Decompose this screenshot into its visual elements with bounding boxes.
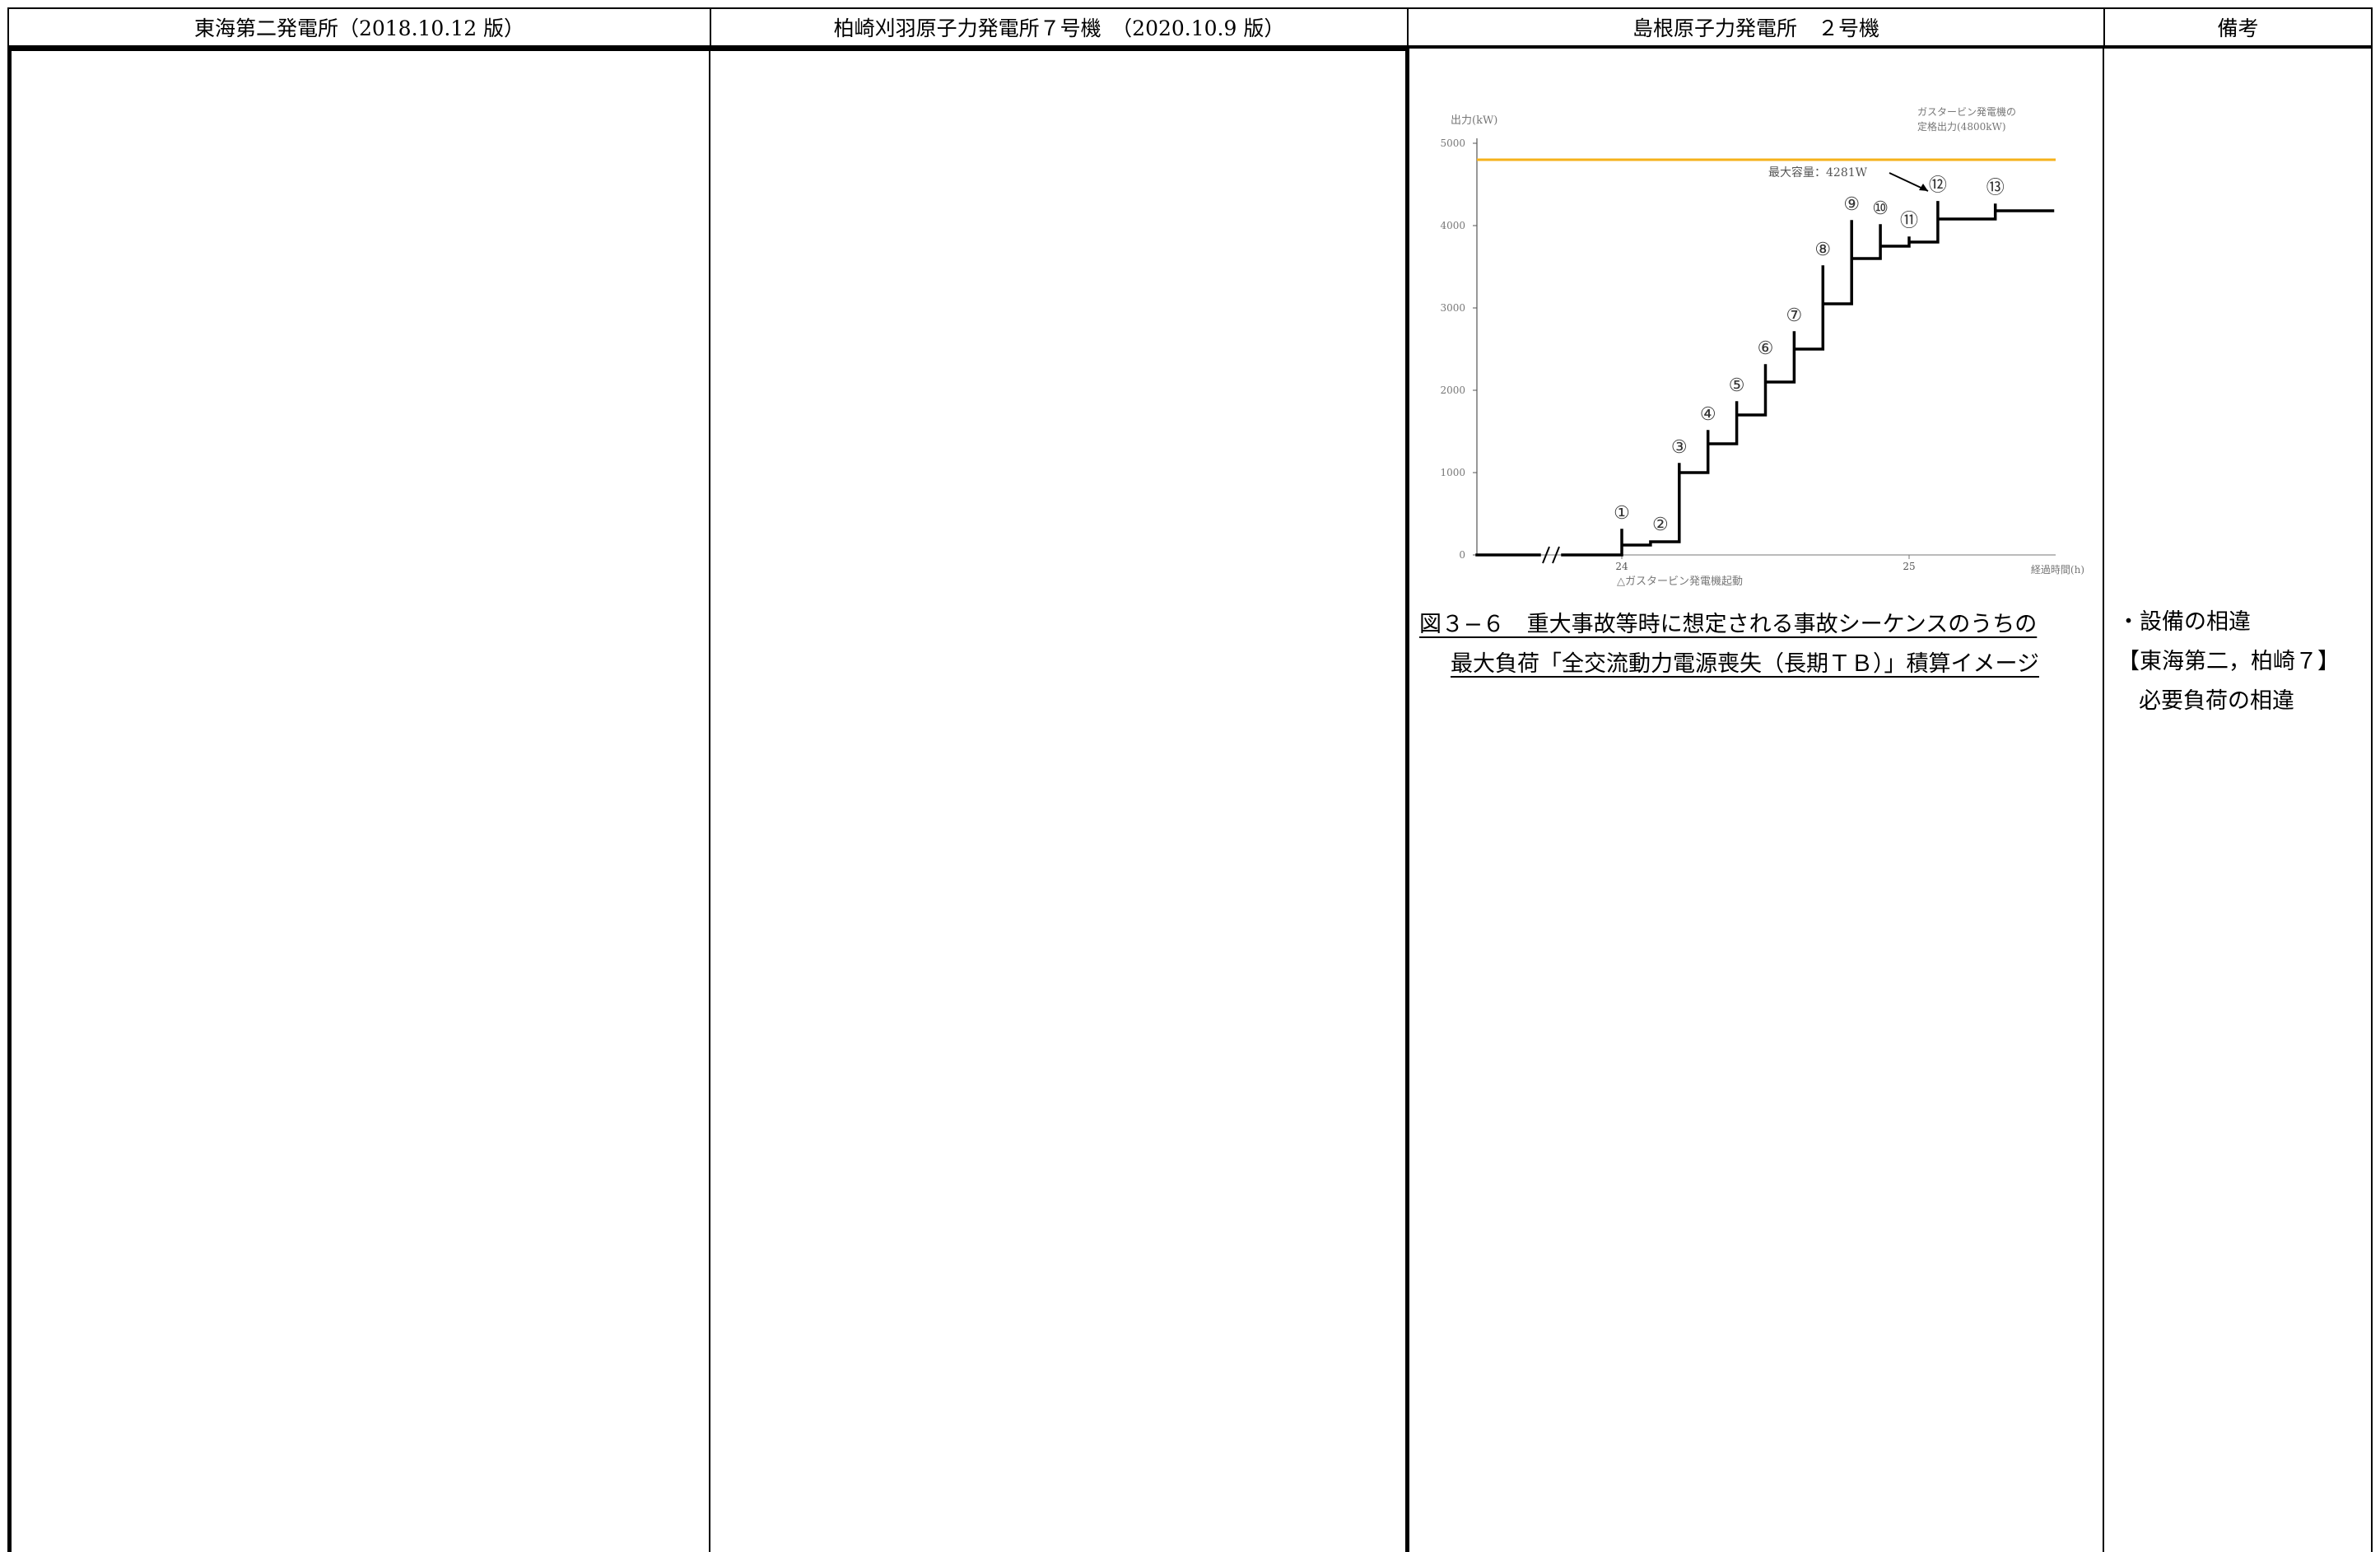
step-marker-8: ⑧ xyxy=(1814,240,1831,260)
header-remarks-col4: 備考 xyxy=(2103,7,2373,47)
column-divider-right-edge xyxy=(2371,47,2373,1552)
load-step-series xyxy=(1475,201,2055,557)
y-tick-label: 0 xyxy=(1459,549,1465,561)
x-tick-label: 25 xyxy=(1903,561,1915,572)
step-marker-11: ⑪ xyxy=(1900,211,1918,231)
header-kashiwazaki-col1: 東海第二発電所（2018.10.12 版） xyxy=(7,7,710,47)
step-marker-2: ② xyxy=(1652,515,1669,535)
column-divider-2 xyxy=(1405,47,1409,1552)
generator-start-label: △ガスタービン発電機起動 xyxy=(1617,576,1743,588)
y-tick-label: 3000 xyxy=(1440,302,1465,314)
column-divider-3 xyxy=(2103,47,2104,1552)
step-marker-10: ⑩ xyxy=(1872,198,1889,219)
step-marker-4: ④ xyxy=(1700,404,1716,425)
rated-output-label-1: ガスタービン発電機の xyxy=(1917,105,2016,118)
body-top-border-right xyxy=(1407,47,2373,49)
remarks-line2: 【東海第二，柏崎７】 xyxy=(2117,649,2340,674)
max-capacity-label: 最大容量：4281W xyxy=(1768,165,1868,179)
y-tick-label: 1000 xyxy=(1440,467,1465,478)
remarks-line1: ・設備の相違 xyxy=(2117,609,2251,635)
gas-turbine-load-chart: 0 1000 2000 3000 4000 5000 出力(kW) 24 25 経過時間(h) △ガ… xyxy=(1440,105,2084,588)
step-marker-6: ⑥ xyxy=(1758,338,1774,359)
column-divider-1 xyxy=(709,47,710,1552)
header-kashiwazaki-col2: 柏崎刈羽原子力発電所７号機 （2020.10.9 版） xyxy=(710,7,1407,47)
y-axis-label: 出力(kW) xyxy=(1451,114,1497,127)
body-top-border xyxy=(7,47,1407,51)
remarks-line3: 必要負荷の相違 xyxy=(2139,688,2294,714)
y-tick-label: 5000 xyxy=(1440,137,1465,149)
axis-break-mark xyxy=(1542,546,1560,564)
step-marker-5: ⑤ xyxy=(1729,375,1745,396)
step-marker-7: ⑦ xyxy=(1786,305,1803,326)
remarks-block: ・設備の相違 【東海第二，柏崎７】 必要負荷の相違 xyxy=(2117,603,2340,721)
figure-caption-line1: 図３−６ 重大事故等時に想定される事故シーケンスのうちの xyxy=(1419,612,2038,637)
step-marker-12: ⑫ xyxy=(1929,175,1947,196)
rated-output-label-2: 定格出力(4800kW) xyxy=(1917,120,2006,133)
step-marker-1: ① xyxy=(1614,503,1630,524)
column-divider-left-edge xyxy=(7,47,12,1552)
max-capacity-arrowhead xyxy=(1919,184,1928,191)
figure-caption-line2: 最大負荷「全交流動力電源喪失（長期ＴＢ）」積算イメージ xyxy=(1451,651,2039,677)
x-axis-label: 経過時間(h) xyxy=(2031,564,2084,576)
step-marker-13: ⑬ xyxy=(1986,178,2005,198)
header-shimane-col3: 島根原子力発電所 ２号機 xyxy=(1407,7,2103,47)
y-tick-label: 2000 xyxy=(1440,385,1465,396)
step-marker-3: ③ xyxy=(1671,437,1688,458)
y-tick-label: 4000 xyxy=(1440,220,1465,231)
x-tick-label: 24 xyxy=(1615,561,1628,572)
step-marker-9: ⑨ xyxy=(1843,194,1860,215)
